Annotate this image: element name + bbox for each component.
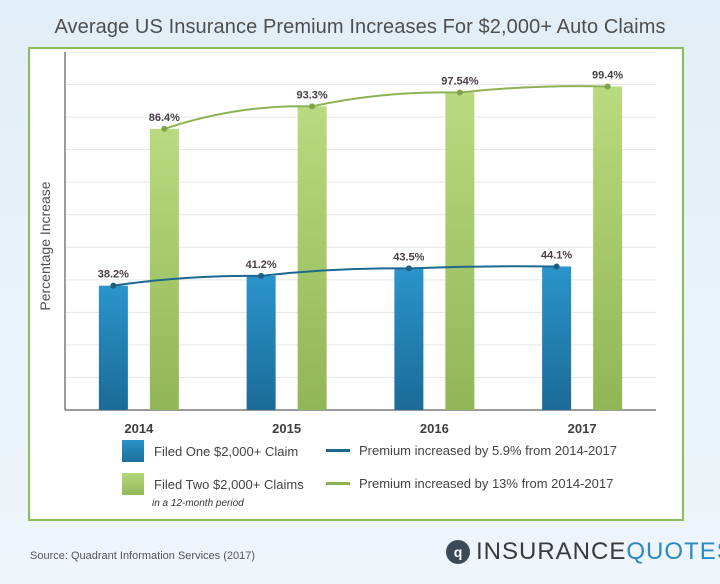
legend-swatch-blue	[122, 440, 144, 462]
data-label: 41.2%	[246, 259, 277, 271]
chart-title: Average US Insurance Premium Increases F…	[54, 16, 666, 38]
data-point	[110, 282, 117, 289]
data-label: 93.3%	[297, 89, 328, 101]
x-tick-label: 2015	[272, 421, 301, 436]
bar-one-claim	[394, 268, 424, 410]
legend-line-green	[326, 482, 350, 485]
data-point	[456, 89, 463, 96]
x-tick-label: 2017	[568, 421, 597, 436]
bar-two-claims	[593, 86, 623, 411]
bar-one-claim	[246, 275, 276, 410]
legend-trend-two-label: Premium increased by 13% from 2014-2017	[359, 476, 614, 491]
bar-two-claims	[445, 92, 475, 410]
data-label: 99.4%	[592, 69, 623, 81]
data-point	[553, 263, 560, 270]
iq-logo-icon: q	[446, 540, 470, 564]
legend-line-blue	[326, 449, 350, 452]
legend-trend-one: Premium increased by 5.9% from 2014-2017	[326, 443, 617, 458]
legend-series-two-label: Filed Two $2,000+ Claims	[154, 476, 304, 492]
data-point	[309, 103, 316, 110]
legend-series-one-label: Filed One $2,000+ Claim	[154, 443, 299, 459]
legend-series-one: Filed One $2,000+ Claim	[122, 440, 298, 462]
data-label: 86.4%	[149, 112, 180, 124]
data-point	[161, 125, 168, 132]
data-point	[405, 265, 412, 272]
trend-line-two-claims	[164, 85, 608, 130]
x-tick-label: 2016	[420, 421, 449, 436]
bar-one-claim	[542, 266, 572, 410]
data-label: 97.54%	[441, 76, 479, 88]
data-label: 44.1%	[541, 249, 572, 261]
bar-two-claims	[149, 128, 179, 411]
data-point	[258, 272, 265, 279]
brand-logo: q INSURANCE QUOTES	[446, 537, 720, 567]
legend-note: in a 12-month period	[152, 498, 244, 509]
legend-trend-one-label: Premium increased by 5.9% from 2014-2017	[359, 443, 617, 458]
bar-one-claim	[98, 285, 128, 410]
logo-text-quotes: QUOTES	[626, 538, 720, 565]
legend-trend-two: Premium increased by 13% from 2014-2017	[326, 476, 613, 491]
data-label: 38.2%	[98, 269, 129, 281]
data-label: 43.5%	[393, 251, 424, 263]
bar-two-claims	[297, 106, 327, 411]
legend-series-two: Filed Two $2,000+ Claims	[122, 473, 304, 495]
logo-text-insurance: INSURANCE	[476, 538, 627, 565]
legend-swatch-green	[122, 473, 144, 495]
x-tick-label: 2014	[124, 421, 154, 436]
trend-line-one-claim	[113, 265, 557, 287]
data-point	[604, 83, 611, 90]
source-note: Source: Quadrant Information Services (2…	[30, 550, 256, 562]
